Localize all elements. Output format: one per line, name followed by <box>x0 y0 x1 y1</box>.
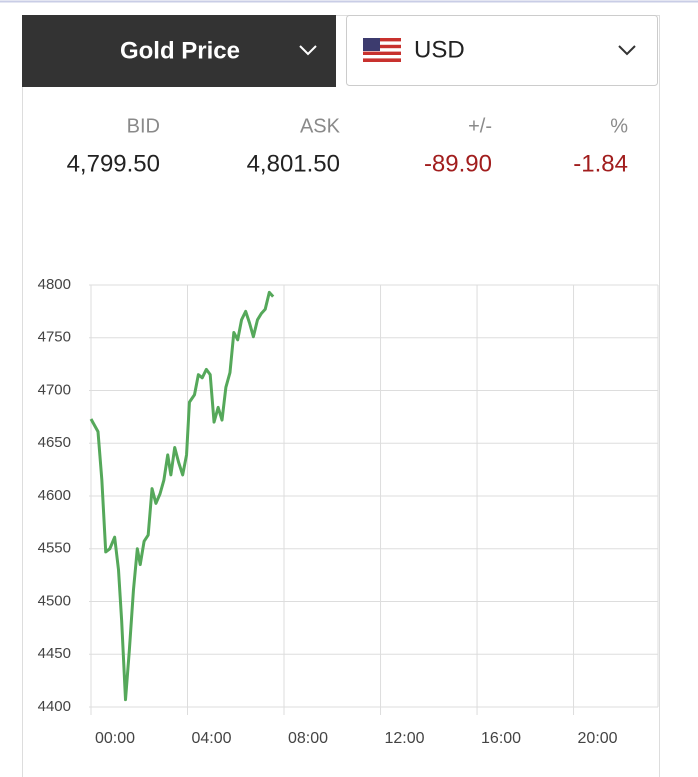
y-tick-label: 4400 <box>38 698 71 715</box>
quote-label: ASK <box>300 115 341 137</box>
currency-selector[interactable]: USD <box>346 15 658 86</box>
panel <box>22 15 660 777</box>
x-tick-label: 20:00 <box>578 730 618 747</box>
price-line <box>89 290 275 702</box>
metal-button[interactable] <box>22 15 336 87</box>
y-tick-label: 4800 <box>38 276 71 293</box>
quote-label: % <box>610 115 628 137</box>
y-tick-label: 4750 <box>38 329 71 346</box>
currency-button[interactable] <box>346 15 658 86</box>
y-tick-label: 4500 <box>38 592 71 609</box>
quote-label: +/- <box>468 115 492 137</box>
x-tick-label: 12:00 <box>385 730 425 747</box>
y-tick-label: 4550 <box>38 540 71 557</box>
y-tick-label: 4650 <box>38 434 71 451</box>
quote-value: -1.84 <box>573 150 628 177</box>
currency-label: USD <box>414 36 465 63</box>
quote-row: BID 4,799.50 ASK 4,801.50 +/- -89.90% -1.84 <box>67 115 629 177</box>
x-tick-label: 00:00 <box>95 730 135 747</box>
x-tick-label: 16:00 <box>481 730 521 747</box>
quote-label: BID <box>127 115 160 137</box>
y-tick-label: 4600 <box>38 487 71 504</box>
quote-value: -89.90 <box>424 150 492 177</box>
y-tick-label: 4450 <box>38 645 71 662</box>
chevron <box>299 45 317 56</box>
x-tick-label: 08:00 <box>288 730 328 747</box>
y-tick-label: 4700 <box>38 381 71 398</box>
metal-title: Gold Price <box>120 37 240 64</box>
quote-value: 4,799.50 <box>67 150 160 177</box>
x-tick-label: 04:00 <box>191 730 231 747</box>
metal-selector[interactable]: Gold Price <box>22 15 336 87</box>
chart: 4400 4450 4500 4550 4600 4650 4700 4750 4800 00:0… <box>38 276 659 747</box>
quote-value: 4,801.50 <box>247 150 340 177</box>
chevron <box>618 45 636 56</box>
us-flag <box>363 38 401 62</box>
